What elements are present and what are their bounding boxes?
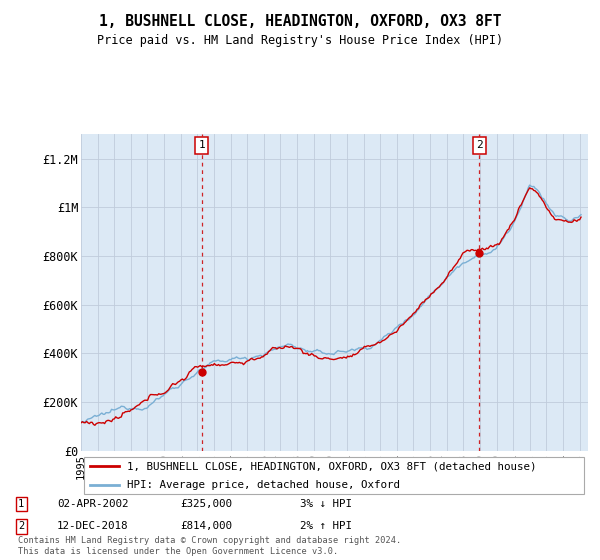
Text: 02-APR-2002: 02-APR-2002 <box>57 499 128 509</box>
Text: 1, BUSHNELL CLOSE, HEADINGTON, OXFORD, OX3 8FT (detached house): 1, BUSHNELL CLOSE, HEADINGTON, OXFORD, O… <box>127 461 536 471</box>
Text: Price paid vs. HM Land Registry's House Price Index (HPI): Price paid vs. HM Land Registry's House … <box>97 34 503 46</box>
Text: £325,000: £325,000 <box>180 499 232 509</box>
Text: 2: 2 <box>18 521 24 531</box>
Text: 1: 1 <box>18 499 24 509</box>
Text: HPI: Average price, detached house, Oxford: HPI: Average price, detached house, Oxfo… <box>127 480 400 490</box>
Text: Contains HM Land Registry data © Crown copyright and database right 2024.
This d: Contains HM Land Registry data © Crown c… <box>18 536 401 556</box>
Text: £814,000: £814,000 <box>180 521 232 531</box>
Text: 2% ↑ HPI: 2% ↑ HPI <box>300 521 352 531</box>
Text: 3% ↓ HPI: 3% ↓ HPI <box>300 499 352 509</box>
Text: 1: 1 <box>199 141 205 151</box>
Text: 12-DEC-2018: 12-DEC-2018 <box>57 521 128 531</box>
FancyBboxPatch shape <box>83 457 584 494</box>
Text: 2: 2 <box>476 141 482 151</box>
Text: 1, BUSHNELL CLOSE, HEADINGTON, OXFORD, OX3 8FT: 1, BUSHNELL CLOSE, HEADINGTON, OXFORD, O… <box>99 14 501 29</box>
